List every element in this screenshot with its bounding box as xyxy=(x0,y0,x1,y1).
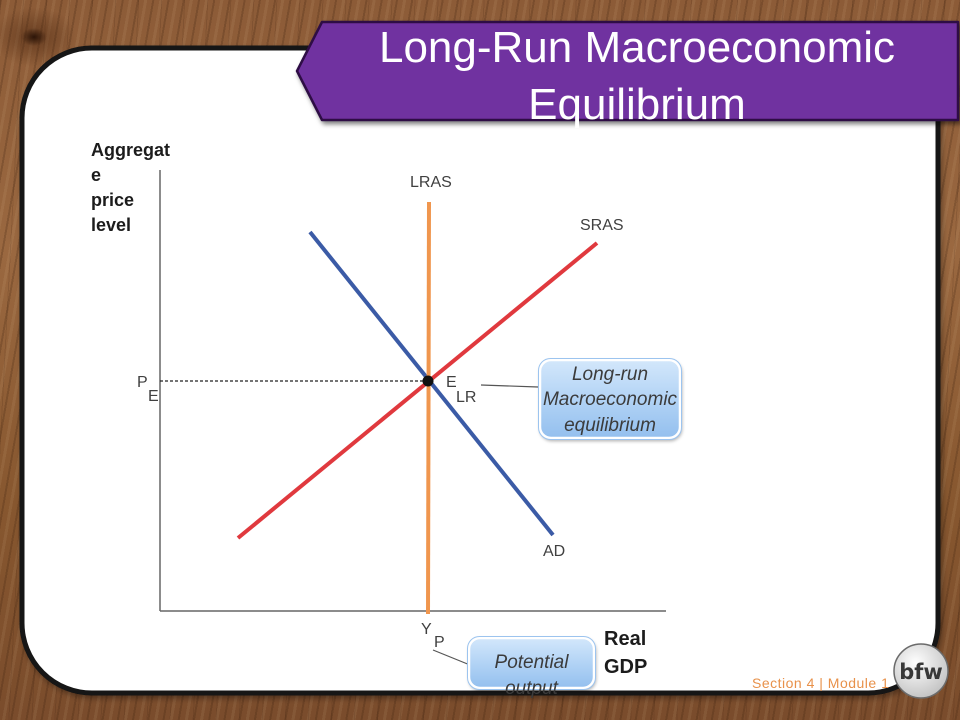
equilibrium-callout-box xyxy=(538,358,682,440)
x-axis-label-line-2: GDP xyxy=(604,656,647,678)
y-axis-label-line-2: e xyxy=(91,165,101,185)
potential-output-label-subscript: P xyxy=(434,634,445,651)
sras-curve xyxy=(236,241,599,540)
y-axis-label-line-1: Aggregat xyxy=(91,140,170,160)
equilibrium-callout-outline xyxy=(538,358,682,440)
lras-curve xyxy=(426,201,431,615)
y-axis-label-line-3: price xyxy=(91,190,134,210)
potential-output-callout-line-2: output xyxy=(505,678,559,699)
equilibrium-label-subscript: LR xyxy=(456,389,476,406)
y-axis-label-line-4: level xyxy=(91,215,131,235)
equilibrium-callout-line-1: Long-run xyxy=(572,364,648,385)
potential-output-label: Y xyxy=(421,621,432,638)
lras-label: LRAS xyxy=(410,174,452,191)
potential-output-callout-connector xyxy=(432,649,471,666)
sras-label: SRAS xyxy=(580,217,624,234)
bfw-logo-text: bfw xyxy=(899,660,943,684)
equilibrium-callout-line-2: Macroeconomic xyxy=(543,389,678,410)
equilibrium-label: E xyxy=(446,374,457,391)
price-level-label-subscript: E xyxy=(148,388,159,405)
footer-section-label: Section 4 | Module 1 xyxy=(752,675,889,691)
bfw-logo-icon xyxy=(893,643,949,699)
title-banner xyxy=(295,20,960,122)
equilibrium-callout-connector xyxy=(480,384,539,388)
equilibrium-point xyxy=(422,375,434,387)
x-axis-label-line-1: Real xyxy=(604,628,646,650)
title-line-2: Equilibrium xyxy=(528,80,746,129)
potential-output-callout-box xyxy=(467,636,596,690)
price-level-label: P xyxy=(137,374,148,391)
title-line-1: Long-Run Macroeconomic xyxy=(379,23,895,72)
ad-label: AD xyxy=(543,543,565,560)
potential-output-callout-line-1: Potential xyxy=(495,652,570,673)
potential-output-callout-outline xyxy=(467,636,596,690)
equilibrium-callout-line-3: equilibrium xyxy=(564,415,656,436)
